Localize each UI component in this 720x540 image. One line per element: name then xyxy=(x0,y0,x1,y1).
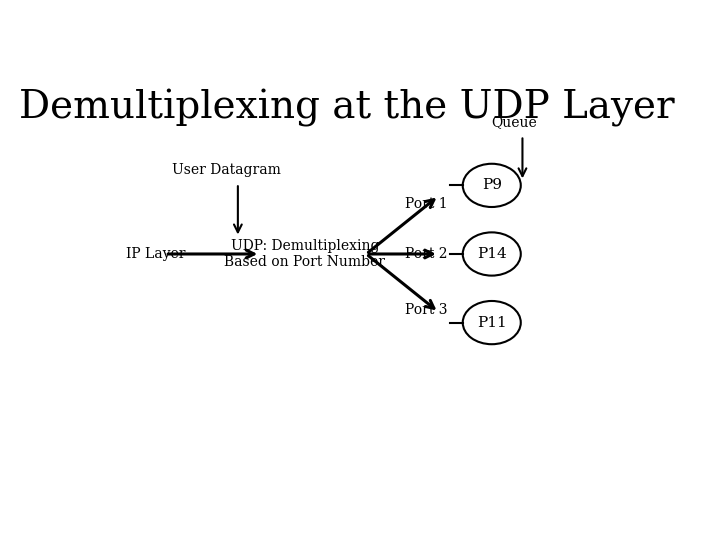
Text: UDP: Demultiplexing
Based on Port Number: UDP: Demultiplexing Based on Port Number xyxy=(225,239,385,269)
Text: IP Layer: IP Layer xyxy=(126,247,186,261)
Text: Demultiplexing at the UDP Layer: Demultiplexing at the UDP Layer xyxy=(19,90,675,127)
Text: P9: P9 xyxy=(482,178,502,192)
Text: P14: P14 xyxy=(477,247,507,261)
Text: Port 2: Port 2 xyxy=(405,247,448,261)
Text: Queue: Queue xyxy=(491,115,537,129)
Text: Port 1: Port 1 xyxy=(405,197,448,211)
Text: P11: P11 xyxy=(477,315,507,329)
Text: User Datagram: User Datagram xyxy=(172,163,281,177)
Text: Port 3: Port 3 xyxy=(405,303,448,317)
